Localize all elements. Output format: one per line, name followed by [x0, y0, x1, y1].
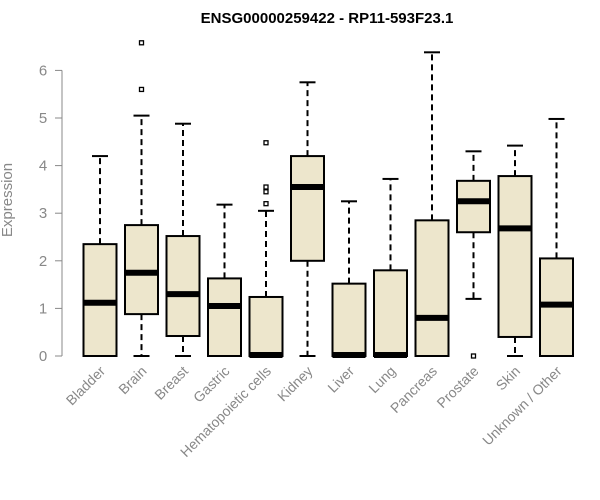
box-pancreas	[414, 51, 450, 357]
box-gastric	[207, 203, 242, 357]
box-bladder	[82, 155, 118, 357]
iqr-box	[497, 175, 533, 338]
x-category-label: Lung	[365, 363, 398, 396]
iqr-box	[165, 235, 201, 338]
y-tick-label: 6	[39, 62, 47, 79]
iqr-box	[331, 282, 367, 358]
outlier-point	[470, 353, 477, 359]
box-skin	[497, 144, 533, 357]
box-liver	[331, 200, 367, 359]
box-prostate	[456, 150, 491, 359]
x-category-label: Breast	[151, 363, 191, 403]
iqr-box	[414, 219, 450, 357]
x-category-label: Prostate	[433, 363, 481, 411]
boxes-group	[82, 40, 574, 359]
iqr-box	[124, 224, 159, 316]
outlier-point	[263, 184, 269, 190]
box-brain	[124, 40, 159, 357]
y-tick-label: 1	[39, 300, 47, 317]
x-category-label: Bladder	[63, 363, 109, 409]
y-tick-label: 2	[39, 253, 47, 270]
box-lung	[373, 177, 408, 359]
iqr-box	[248, 295, 284, 358]
x-category-label: Liver	[324, 363, 357, 396]
chart-title: ENSG00000259422 - RP11-593F23.1	[201, 10, 454, 27]
y-tick-label: 0	[39, 348, 47, 365]
y-axis-label: Expression	[0, 163, 16, 237]
outlier-point	[263, 189, 269, 195]
x-category-label: Brain	[115, 363, 149, 397]
y-axis: 0 1 2 3 4 5 6	[39, 62, 63, 365]
outlier-point	[263, 201, 269, 207]
x-category-label: Unknown / Other	[479, 363, 565, 449]
box-kidney	[290, 81, 325, 357]
box-unknown-other	[539, 117, 574, 358]
box-breast	[165, 122, 201, 357]
iqr-box	[456, 179, 491, 234]
x-category-label: Skin	[493, 363, 524, 394]
outlier-point	[138, 40, 145, 46]
y-tick-label: 4	[39, 158, 47, 175]
iqr-box	[373, 269, 408, 358]
iqr-box	[290, 155, 325, 262]
outlier-point	[263, 140, 269, 146]
y-tick-label: 5	[39, 110, 47, 127]
box-hematopoietic-cells	[248, 140, 284, 359]
y-tick-label: 3	[39, 205, 47, 222]
outlier-point	[138, 86, 145, 93]
x-category-label: Kidney	[274, 363, 316, 405]
iqr-box	[207, 277, 242, 357]
